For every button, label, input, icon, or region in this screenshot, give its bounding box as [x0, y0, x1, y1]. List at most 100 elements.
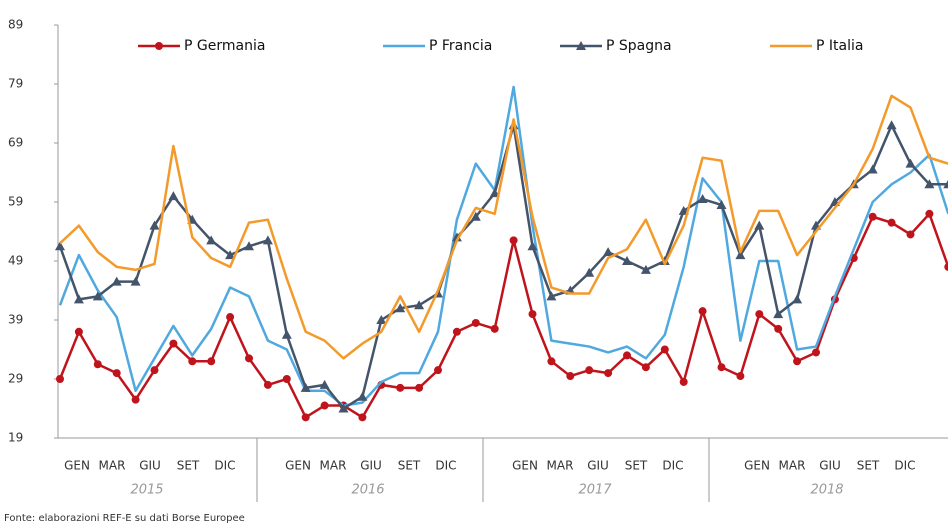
marker [395, 303, 406, 313]
x-tick-label: GIU [139, 459, 161, 473]
marker [470, 211, 481, 221]
marker [509, 236, 518, 245]
marker [93, 360, 102, 369]
legend-label: P Italia [816, 38, 863, 54]
y-tick-label: 69 [8, 136, 23, 150]
marker [471, 318, 480, 327]
marker [640, 264, 651, 274]
marker [301, 413, 310, 422]
marker [924, 179, 935, 189]
x-tick-label: MAR [99, 459, 126, 473]
legend-label: P Spagna [606, 38, 672, 54]
marker [244, 241, 254, 251]
marker [396, 383, 405, 392]
marker [206, 235, 217, 245]
series-line [58, 124, 948, 410]
marker [754, 220, 765, 230]
marker [73, 294, 84, 304]
marker [867, 164, 878, 174]
marker [169, 339, 178, 348]
legend-label: P Germania [184, 38, 265, 54]
marker [585, 366, 594, 375]
marker [262, 235, 273, 245]
x-tick-label: MAR [779, 459, 806, 473]
x-tick-label: DIC [662, 459, 683, 473]
marker [452, 327, 461, 336]
marker [282, 375, 291, 383]
marker [697, 194, 708, 204]
marker [226, 313, 235, 322]
x-tick-label: SET [625, 459, 648, 473]
marker [188, 357, 197, 366]
marker [263, 380, 272, 389]
marker [281, 329, 292, 339]
marker [944, 262, 948, 271]
year-label: 2017 [578, 483, 612, 498]
source-note: Fonte: elaborazioni REF-E su dati Borse … [4, 513, 245, 524]
marker [679, 377, 688, 386]
marker [906, 230, 915, 239]
x-tick-label: GEN [64, 459, 90, 473]
x-tick-label: GIU [819, 459, 841, 473]
marker [868, 212, 877, 221]
marker [357, 391, 368, 401]
marker [130, 276, 141, 286]
y-tick-label: 89 [8, 18, 23, 32]
y-tick-label: 19 [8, 431, 23, 445]
x-tick-label: GEN [744, 459, 770, 473]
marker [660, 345, 669, 354]
marker [793, 357, 802, 366]
y-tick-label: 79 [8, 77, 23, 91]
x-tick-label: DIC [894, 459, 915, 473]
marker [735, 250, 746, 260]
marker [111, 276, 122, 286]
x-tick-label: GEN [512, 459, 538, 473]
marker [56, 375, 64, 383]
marker [576, 41, 586, 50]
marker [415, 383, 424, 392]
y-tick-label: 59 [8, 195, 23, 209]
marker [92, 291, 103, 301]
series-line [59, 94, 948, 360]
marker [358, 413, 367, 422]
marker [546, 291, 557, 301]
legend-label: P Francia [429, 38, 492, 54]
marker [603, 247, 614, 257]
marker [755, 310, 764, 319]
x-tick-label: DIC [435, 459, 456, 473]
marker [528, 310, 537, 319]
marker [905, 158, 916, 168]
marker [604, 369, 613, 378]
marker [320, 401, 329, 410]
marker [641, 363, 650, 372]
marker [698, 307, 707, 316]
series-line [58, 212, 948, 419]
marker [74, 327, 83, 336]
x-tick-label: DIC [214, 459, 235, 473]
x-tick-label: SET [177, 459, 200, 473]
marker [376, 315, 387, 324]
marker [527, 241, 538, 251]
marker [451, 232, 462, 242]
marker [131, 395, 140, 404]
x-tick-label: MAR [547, 459, 574, 473]
x-tick-label: GIU [360, 459, 382, 473]
marker [736, 372, 745, 381]
x-tick-label: MAR [320, 459, 347, 473]
series-line [58, 85, 948, 407]
marker [886, 120, 897, 130]
marker [774, 324, 783, 333]
marker [717, 363, 726, 372]
x-tick-label: SET [857, 459, 880, 473]
y-tick-label: 29 [8, 372, 23, 386]
marker [943, 179, 948, 189]
y-tick-label: 49 [8, 254, 23, 268]
marker [338, 403, 349, 413]
marker [434, 366, 442, 375]
x-tick-label: GEN [285, 459, 311, 473]
marker [55, 241, 65, 251]
marker [792, 294, 803, 304]
marker [623, 351, 631, 360]
marker [225, 250, 236, 260]
